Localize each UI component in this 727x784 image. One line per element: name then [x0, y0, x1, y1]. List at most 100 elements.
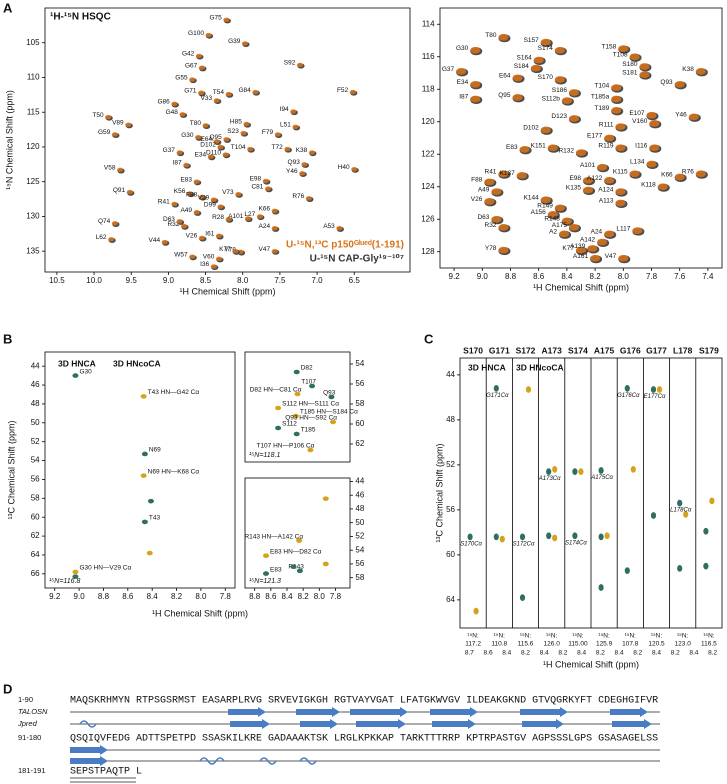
x-axis-title: ¹H Chemical Shift (ppm)	[533, 282, 629, 292]
peak-label: R32	[167, 221, 179, 228]
peak-label: K38	[682, 66, 694, 73]
peak	[546, 532, 552, 540]
peak-label: G84	[238, 87, 251, 94]
peak-label: K151	[531, 142, 547, 149]
peak-label: T80	[190, 120, 202, 127]
peak	[598, 584, 604, 591]
peak-label: V58	[104, 165, 116, 172]
peak	[703, 562, 709, 570]
x-tick-label: 10.0	[86, 276, 102, 285]
peak-label: S184	[514, 63, 530, 70]
peak	[540, 126, 551, 134]
peak-label: Q95	[498, 92, 511, 99]
peak	[677, 564, 683, 572]
peak-label: G71	[184, 87, 197, 94]
peak	[615, 199, 626, 207]
peak	[703, 527, 709, 535]
peak	[328, 394, 335, 400]
y-tick-label: 62	[31, 531, 40, 540]
column-header: G177	[646, 345, 667, 355]
peak	[72, 569, 79, 575]
legend-entry: 3D HNCA	[468, 362, 506, 372]
n-prefix: ¹⁵N:	[520, 633, 532, 640]
y-tick-label: 56	[355, 379, 364, 388]
peak-label: K77	[562, 245, 574, 252]
peak-label: D110	[206, 149, 221, 156]
y-tick-label: 105	[26, 38, 40, 47]
peak-label: A124	[598, 186, 614, 193]
peak-label: I61	[205, 231, 214, 238]
peak	[243, 121, 250, 127]
peak-label: K77	[219, 246, 231, 253]
peak-label: G67	[185, 62, 198, 69]
peak	[264, 186, 272, 191]
plot-frame	[439, 7, 723, 269]
peak	[554, 204, 565, 212]
peak-label: A101	[580, 162, 596, 169]
peak	[171, 201, 178, 207]
x-tick-label: 8.0	[314, 592, 326, 601]
x-tick-label: 8.4	[689, 650, 698, 657]
peak	[72, 373, 79, 378]
peak	[241, 41, 249, 46]
peak	[493, 384, 499, 392]
peak-label: R119	[598, 142, 613, 149]
peak-label: V26	[471, 196, 483, 203]
peak	[296, 538, 303, 543]
peak	[646, 160, 657, 168]
peak	[256, 214, 263, 219]
peak	[222, 152, 229, 157]
peak-label: Y46	[286, 168, 298, 175]
peak	[604, 532, 610, 540]
peak	[568, 89, 580, 96]
peak-label: R76	[682, 168, 694, 175]
peak-label: K137	[500, 170, 516, 177]
peak-label: D82	[301, 365, 313, 372]
peak-label: V26	[186, 233, 198, 240]
y-tick-label: 48	[31, 399, 40, 408]
peak-label: S174Cα	[565, 540, 587, 546]
peak-label: I116	[635, 142, 648, 149]
peak	[198, 65, 205, 70]
peak	[683, 510, 689, 518]
peak-label: D63	[163, 216, 175, 223]
peak	[568, 115, 580, 122]
peak	[217, 204, 224, 209]
x-tick-label: 6.5	[349, 276, 361, 285]
plot-frame	[44, 351, 236, 589]
peak	[293, 369, 300, 375]
peak-label: E107	[629, 110, 645, 117]
peak	[193, 179, 200, 184]
peak-label: F88	[186, 192, 198, 199]
peak	[467, 533, 473, 541]
panel-title: ¹H-¹⁵N HSQC	[50, 12, 111, 23]
peak	[568, 223, 580, 231]
n-value: 107.8	[622, 641, 639, 648]
peak-label: R41	[485, 168, 497, 175]
strip-note: ¹⁵N=118.1	[249, 452, 281, 459]
peak-label: A101	[228, 213, 244, 220]
y-tick-label: 66	[31, 569, 40, 578]
peak-label: R143 HN—A142 Cα	[244, 533, 303, 540]
peak-label: W57	[174, 251, 188, 258]
peak	[540, 196, 551, 204]
peak	[582, 186, 594, 194]
peak	[186, 191, 194, 196]
y-tick-label: 64	[446, 595, 455, 604]
x-tick-label: 7.8	[646, 272, 658, 281]
peak-label: T72	[272, 144, 284, 151]
peak	[491, 188, 502, 196]
peak-label: H40	[338, 164, 350, 171]
y-tick-label: 120	[26, 142, 40, 151]
peak-label: A175Cα	[590, 475, 613, 481]
peak-label: R149	[537, 203, 553, 210]
column-header: S174	[568, 345, 588, 355]
peak	[552, 465, 558, 473]
x-tick-label: 8.6	[484, 650, 493, 657]
peak-label: S112	[282, 421, 297, 428]
peak	[624, 567, 630, 575]
peak-label: K66	[259, 206, 271, 213]
peak-label: D123	[551, 113, 567, 120]
peak-label: C81	[251, 183, 263, 190]
n-prefix: ¹⁵N:	[625, 633, 637, 640]
